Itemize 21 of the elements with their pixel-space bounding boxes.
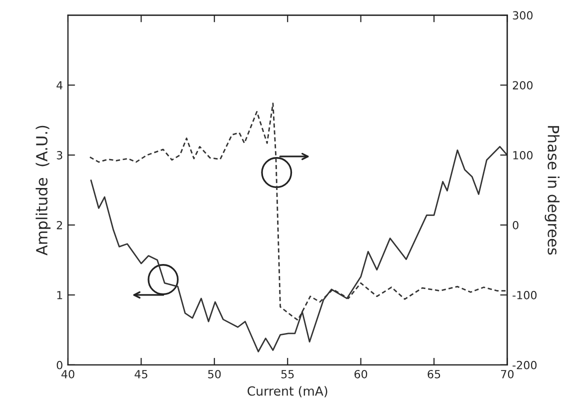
- y-tick-label: 3: [56, 151, 62, 160]
- y2-tick-label: 100: [513, 151, 533, 160]
- y2-tick-label: -100: [512, 290, 537, 300]
- x-tick-label: 40: [61, 370, 74, 378]
- x-tick-label: 45: [134, 370, 148, 378]
- y2-tick-label: 200: [512, 81, 533, 90]
- y2-tick-label: 300: [512, 11, 533, 20]
- y-axis-title: Amplitude (A.U.): [36, 126, 50, 256]
- y2-axis-title: Phase in degrees: [544, 126, 560, 255]
- y-tick-label: 1: [57, 291, 62, 300]
- x-axis-title: Current (mA): [248, 386, 328, 398]
- x-tick-label: 70: [501, 370, 514, 378]
- x-tick-label: 50: [208, 370, 221, 378]
- y-tick-label: 0: [56, 360, 62, 370]
- y2-tick-label: 0: [512, 220, 518, 230]
- y-tick-label: 2: [56, 220, 62, 230]
- y2-tick-label: -200: [512, 360, 537, 370]
- x-tick-label: 60: [354, 370, 368, 378]
- x-tick-label: 55: [281, 370, 294, 378]
- x-tick-label: 65: [428, 370, 440, 378]
- y-tick-label: 4: [56, 81, 62, 90]
